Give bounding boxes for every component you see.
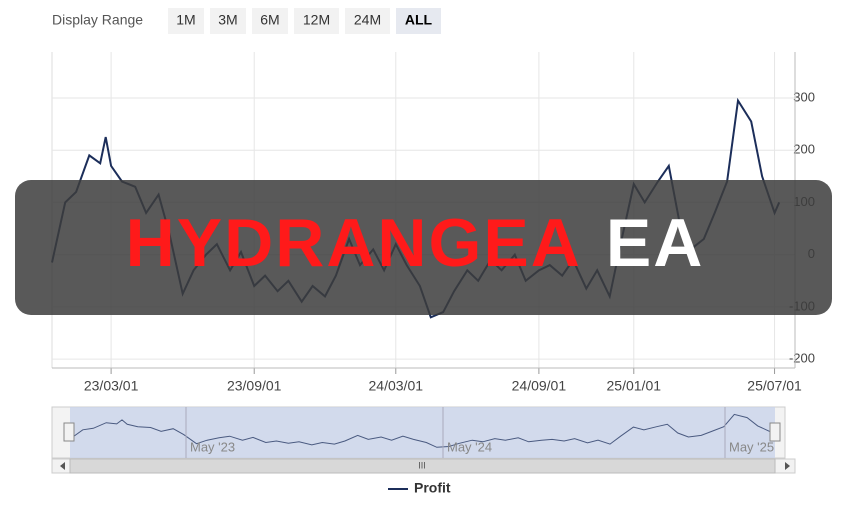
navigator-content: May '23 May '24 May '25 bbox=[69, 407, 775, 458]
range-button[interactable] bbox=[396, 8, 441, 34]
range-label: Display Range bbox=[52, 12, 143, 28]
legend-label[interactable]: Profit bbox=[414, 480, 451, 496]
x-tick-label: 23/03/01 bbox=[84, 378, 139, 394]
range-button[interactable] bbox=[345, 8, 390, 34]
navigator-line bbox=[69, 413, 775, 448]
navigator-label: May '24 bbox=[447, 439, 492, 454]
range-buttons: 1M 3M 6M 12M 24M ALL bbox=[168, 8, 441, 34]
x-tick-label: 25/01/01 bbox=[607, 378, 662, 394]
range-button[interactable] bbox=[210, 8, 246, 34]
navigator-handle[interactable] bbox=[769, 422, 781, 442]
y-tick-label: 300 bbox=[793, 89, 815, 104]
y-tick-label: -200 bbox=[789, 351, 815, 366]
scrollbar-grip: III bbox=[418, 460, 426, 470]
x-tick-label: 24/03/01 bbox=[369, 378, 424, 394]
scrollbar-thumb[interactable] bbox=[69, 458, 776, 474]
banner-text: HYDRANGEA EA bbox=[126, 205, 705, 281]
range-button[interactable] bbox=[252, 8, 288, 34]
x-tick-label: 23/09/01 bbox=[227, 378, 282, 394]
navigator-label: May '23 bbox=[190, 439, 235, 454]
range-button-label[interactable]: 6M bbox=[260, 12, 279, 28]
scroll-left[interactable] bbox=[60, 462, 65, 470]
y-tick-label: 200 bbox=[793, 142, 815, 157]
x-tick-label: 25/07/01 bbox=[747, 378, 802, 394]
range-button-label[interactable]: 3M bbox=[218, 12, 237, 28]
banner bbox=[15, 180, 832, 315]
range-button-label[interactable]: 12M bbox=[303, 12, 330, 28]
range-button-label[interactable]: 24M bbox=[354, 12, 381, 28]
banner-red: HYDRANGEA bbox=[126, 205, 582, 281]
navigator-selection[interactable] bbox=[70, 407, 775, 458]
navigator-handle[interactable] bbox=[63, 422, 75, 442]
range-button-label[interactable]: 1M bbox=[176, 12, 195, 28]
range-button[interactable] bbox=[168, 8, 204, 34]
scroll-right[interactable] bbox=[785, 462, 790, 470]
x-tick-label: 24/09/01 bbox=[512, 378, 567, 394]
banner-white: EA bbox=[606, 205, 704, 281]
navigator-label: May '25 bbox=[729, 439, 774, 454]
range-button[interactable] bbox=[294, 8, 339, 34]
range-button-label[interactable]: ALL bbox=[405, 12, 433, 28]
